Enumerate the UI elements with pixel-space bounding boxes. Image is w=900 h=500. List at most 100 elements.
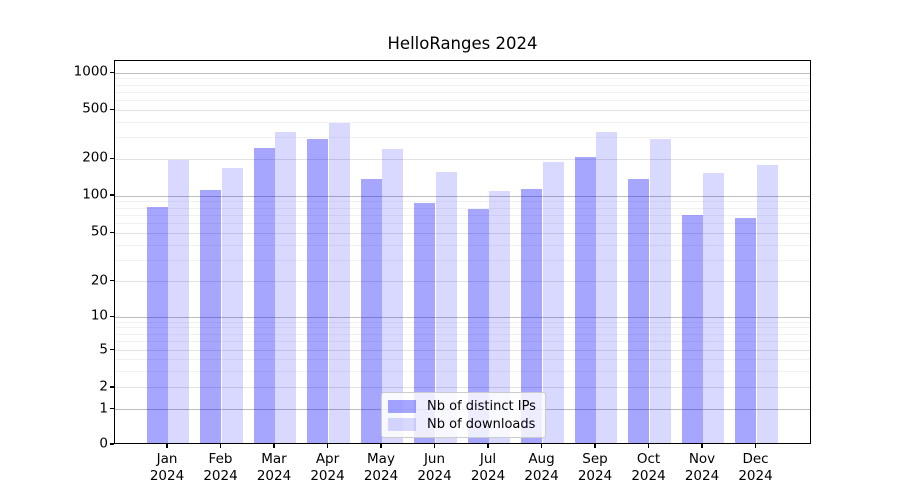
- y-tick-mark-100: [110, 194, 114, 196]
- gridline-800: [115, 84, 810, 86]
- y-tick-mark-500: [110, 108, 114, 110]
- y-tick-mark-50: [110, 231, 114, 233]
- gridline-50: [115, 232, 810, 234]
- bar-distinct-ips-nov: [681, 214, 703, 443]
- y-tick-mark-0: [110, 443, 114, 445]
- x-tick-label-nov: Nov 2024: [684, 451, 720, 484]
- x-tick-label-dec: Dec 2024: [738, 451, 773, 484]
- gridline-70: [115, 214, 810, 216]
- x-tick-label-sep: Sep 2024: [577, 451, 613, 484]
- gridline-300: [115, 137, 810, 139]
- bar-distinct-ips-feb: [200, 190, 222, 443]
- y-tick-label-0: 0: [99, 435, 108, 452]
- x-tick-label-apr: Apr 2024: [310, 451, 345, 484]
- x-tick-mark-may: [380, 444, 382, 448]
- gridline-6: [115, 341, 810, 343]
- legend: Nb of distinct IPs Nb of downloads: [381, 392, 546, 438]
- x-tick-label-jan: Jan 2024: [149, 451, 185, 484]
- bar-downloads-sep: [596, 131, 618, 443]
- bar-distinct-ips-jan: [146, 207, 168, 443]
- x-tick-mark-nov: [701, 444, 703, 448]
- x-tick-label-jul: Jul 2024: [470, 451, 506, 484]
- x-tick-mark-feb: [219, 444, 222, 448]
- bar-distinct-ips-mar: [253, 148, 275, 443]
- y-tick-mark-20: [110, 280, 114, 282]
- gridline-40: [115, 244, 810, 246]
- bar-distinct-ips-oct: [628, 179, 650, 443]
- bar-distinct-ips-jul: [467, 208, 489, 443]
- x-tick-mark-sep: [594, 444, 596, 448]
- x-tick-mark-dec: [754, 444, 757, 448]
- bar-distinct-ips-jun: [414, 202, 436, 443]
- y-tick-label-50: 50: [90, 223, 108, 240]
- x-tick-mark-mar: [273, 444, 275, 448]
- y-tick-label-10: 10: [90, 307, 108, 324]
- gridline-2: [115, 387, 810, 389]
- gridline-500: [115, 109, 810, 111]
- bar-distinct-ips-aug: [521, 189, 543, 443]
- x-tick-label-oct: Oct 2024: [631, 451, 666, 484]
- legend-item-downloads: Nb of downloads: [388, 416, 537, 433]
- legend-item-distinct-ips: Nb of distinct IPs: [388, 398, 537, 415]
- gridline-7: [115, 333, 810, 335]
- x-tick-mark-jun: [433, 444, 436, 448]
- bar-distinct-ips-sep: [574, 156, 596, 443]
- gridline-900: [115, 78, 810, 80]
- x-tick-label-may: May 2024: [363, 451, 399, 484]
- gridline-90: [115, 201, 810, 203]
- y-tick-label-1: 1: [99, 399, 108, 416]
- gridline-80: [115, 207, 810, 209]
- y-tick-label-500: 500: [82, 100, 108, 117]
- gridline-3: [115, 370, 810, 372]
- chart-title: HelloRanges 2024: [387, 34, 538, 53]
- x-tick-label-jun: Jun 2024: [417, 451, 452, 484]
- y-tick-label-100: 100: [82, 186, 108, 203]
- gridline-8: [115, 327, 810, 329]
- y-tick-label-1000: 1000: [73, 63, 108, 80]
- x-tick-mark-oct: [647, 444, 650, 448]
- gridline-700: [115, 91, 810, 93]
- gridline-9: [115, 321, 810, 323]
- y-tick-mark-1000: [110, 71, 114, 73]
- x-tick-mark-jan: [166, 444, 168, 448]
- bar-downloads-jun: [435, 172, 457, 443]
- x-tick-label-feb: Feb 2024: [203, 451, 238, 484]
- y-tick-mark-5: [110, 348, 114, 351]
- bar-downloads-oct: [649, 138, 671, 443]
- legend-swatch-distinct-ips: [388, 400, 416, 413]
- plot-area: Nb of distinct IPs Nb of downloads: [114, 60, 811, 444]
- bar-distinct-ips-dec: [735, 218, 757, 443]
- y-tick-label-2: 2: [99, 378, 108, 395]
- bar-distinct-ips-apr: [307, 139, 329, 443]
- legend-swatch-downloads: [388, 418, 416, 431]
- legend-label-downloads: Nb of downloads: [427, 417, 536, 432]
- gridline-100: [115, 195, 810, 197]
- bar-downloads-may: [382, 149, 404, 443]
- gridline-20: [115, 281, 810, 283]
- bar-downloads-nov: [703, 172, 725, 443]
- y-tick-label-5: 5: [99, 340, 108, 357]
- gridline-30: [115, 259, 810, 261]
- y-tick-mark-10: [110, 315, 114, 317]
- bar-downloads-dec: [756, 165, 778, 443]
- gridlines: [115, 61, 810, 443]
- x-tick-label-aug: Aug 2024: [524, 451, 559, 484]
- gridline-10: [115, 316, 810, 318]
- gridline-200: [115, 158, 810, 160]
- x-tick-mark-apr: [326, 444, 329, 448]
- bar-downloads-apr: [328, 123, 350, 443]
- legend-label-distinct-ips: Nb of distinct IPs: [427, 399, 536, 414]
- bar-downloads-jul: [489, 191, 511, 443]
- y-tick-mark-2: [110, 386, 114, 388]
- gridline-5: [115, 350, 810, 352]
- gridline-4: [115, 359, 810, 361]
- y-tick-label-20: 20: [90, 272, 108, 289]
- bar-downloads-jan: [168, 160, 190, 443]
- bar-distinct-ips-may: [360, 178, 382, 443]
- bar-downloads-feb: [221, 168, 243, 443]
- x-tick-mark-aug: [540, 444, 543, 448]
- bar-downloads-mar: [275, 132, 297, 443]
- x-tick-label-mar: Mar 2024: [256, 451, 292, 484]
- x-tick-mark-jul: [487, 444, 489, 448]
